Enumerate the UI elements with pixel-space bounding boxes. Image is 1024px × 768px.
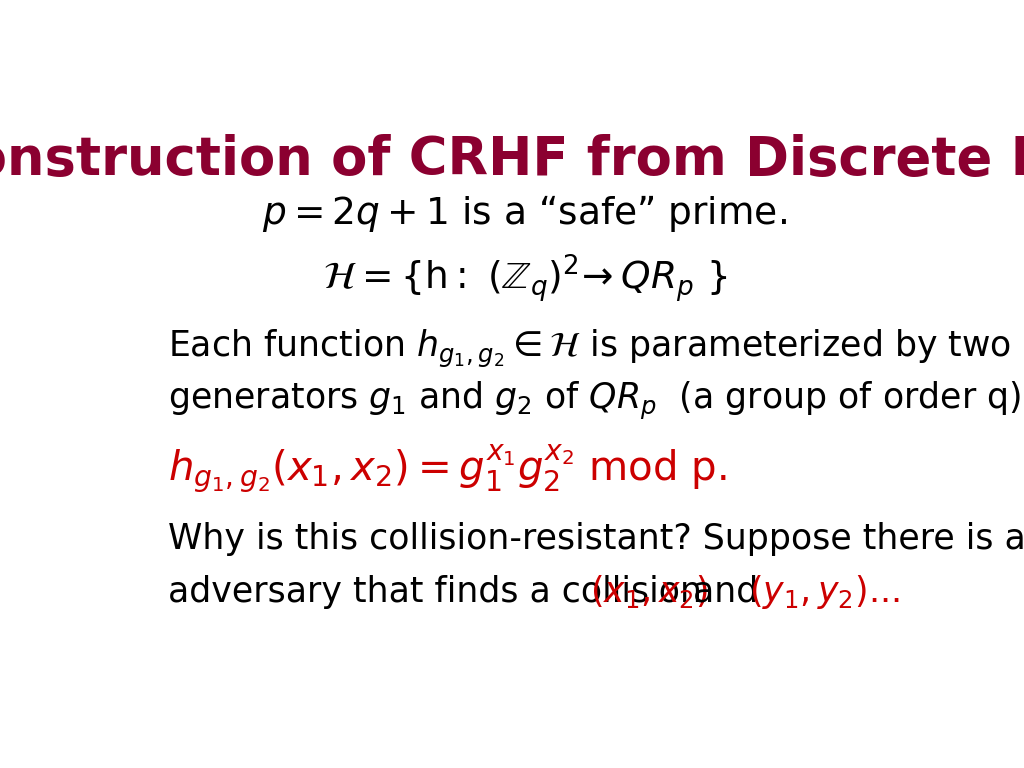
- Text: $p = 2q + 1$ is a “safe” prime.: $p = 2q + 1$ is a “safe” prime.: [262, 193, 787, 234]
- Text: generators $g_1$ and $g_2$ of $QR_p$  (a group of order q).: generators $g_1$ and $g_2$ of $QR_p$ (a …: [168, 380, 1024, 422]
- Text: adversary that finds a collision: adversary that finds a collision: [168, 575, 713, 609]
- Text: $(x_1, x_2)$: $(x_1, x_2)$: [590, 574, 708, 611]
- Text: $(y_1, y_2)$...: $(y_1, y_2)$...: [750, 573, 900, 611]
- Text: and: and: [682, 575, 769, 609]
- Text: $h_{g_1,g_2}(x_1, x_2) = g_1^{x_1} g_2^{x_2}$ mod p.: $h_{g_1,g_2}(x_1, x_2) = g_1^{x_1} g_2^{…: [168, 442, 726, 496]
- Text: Why is this collision-resistant? Suppose there is an: Why is this collision-resistant? Suppose…: [168, 521, 1024, 555]
- Text: $\mathcal{H} = \{\mathrm{h}{:}\ (\mathbb{Z}_q)^2 \!\to QR_p\ \}$: $\mathcal{H} = \{\mathrm{h}{:}\ (\mathbb…: [323, 253, 727, 304]
- Text: Construction of CRHF from Discrete Log: Construction of CRHF from Discrete Log: [0, 134, 1024, 186]
- Text: Each function $h_{g_1,g_2} \in \mathcal{H}$ is parameterized by two: Each function $h_{g_1,g_2} \in \mathcal{…: [168, 329, 1011, 370]
